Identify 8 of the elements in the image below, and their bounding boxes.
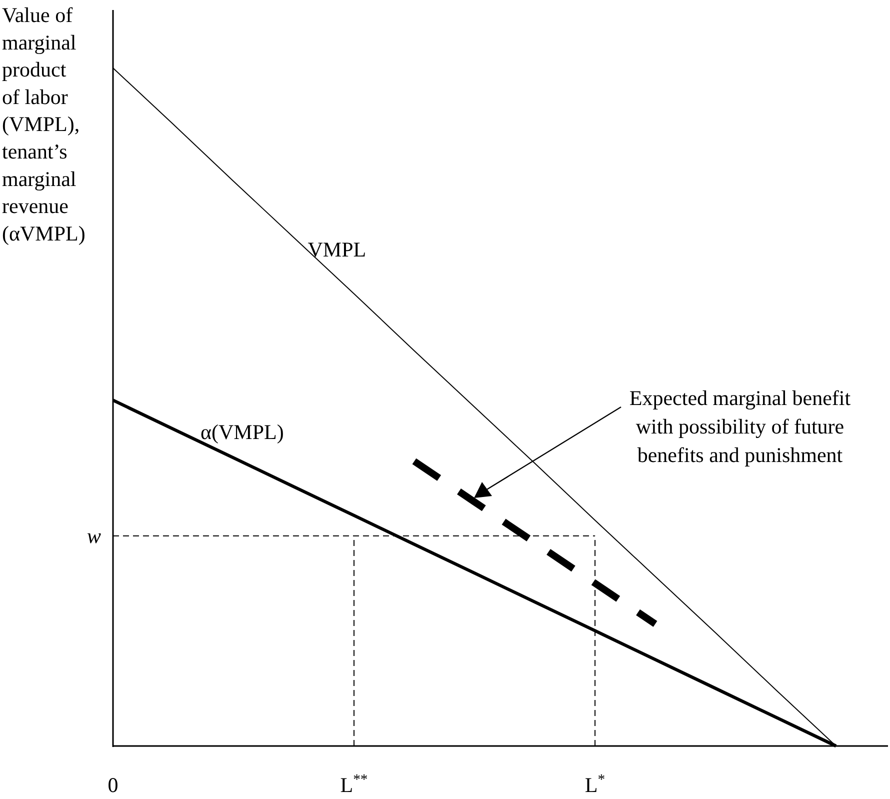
ref-line-label: w bbox=[86, 524, 101, 548]
x-tick-label: L$^{**}$ bbox=[340, 772, 368, 797]
x-tick-label: 0 bbox=[108, 773, 118, 797]
x-tick-label: L$^{*}$ bbox=[584, 772, 606, 797]
series-label: α(VMPL) bbox=[200, 420, 284, 444]
annotation: Expected marginal benefit with possibility of future benefits and punishment bbox=[629, 386, 851, 467]
series-label: VMPL bbox=[308, 238, 366, 262]
text: Value of marginal product of labor (VMPL), tenant’s marginal revenue (αVMPL) bbox=[2, 3, 86, 246]
